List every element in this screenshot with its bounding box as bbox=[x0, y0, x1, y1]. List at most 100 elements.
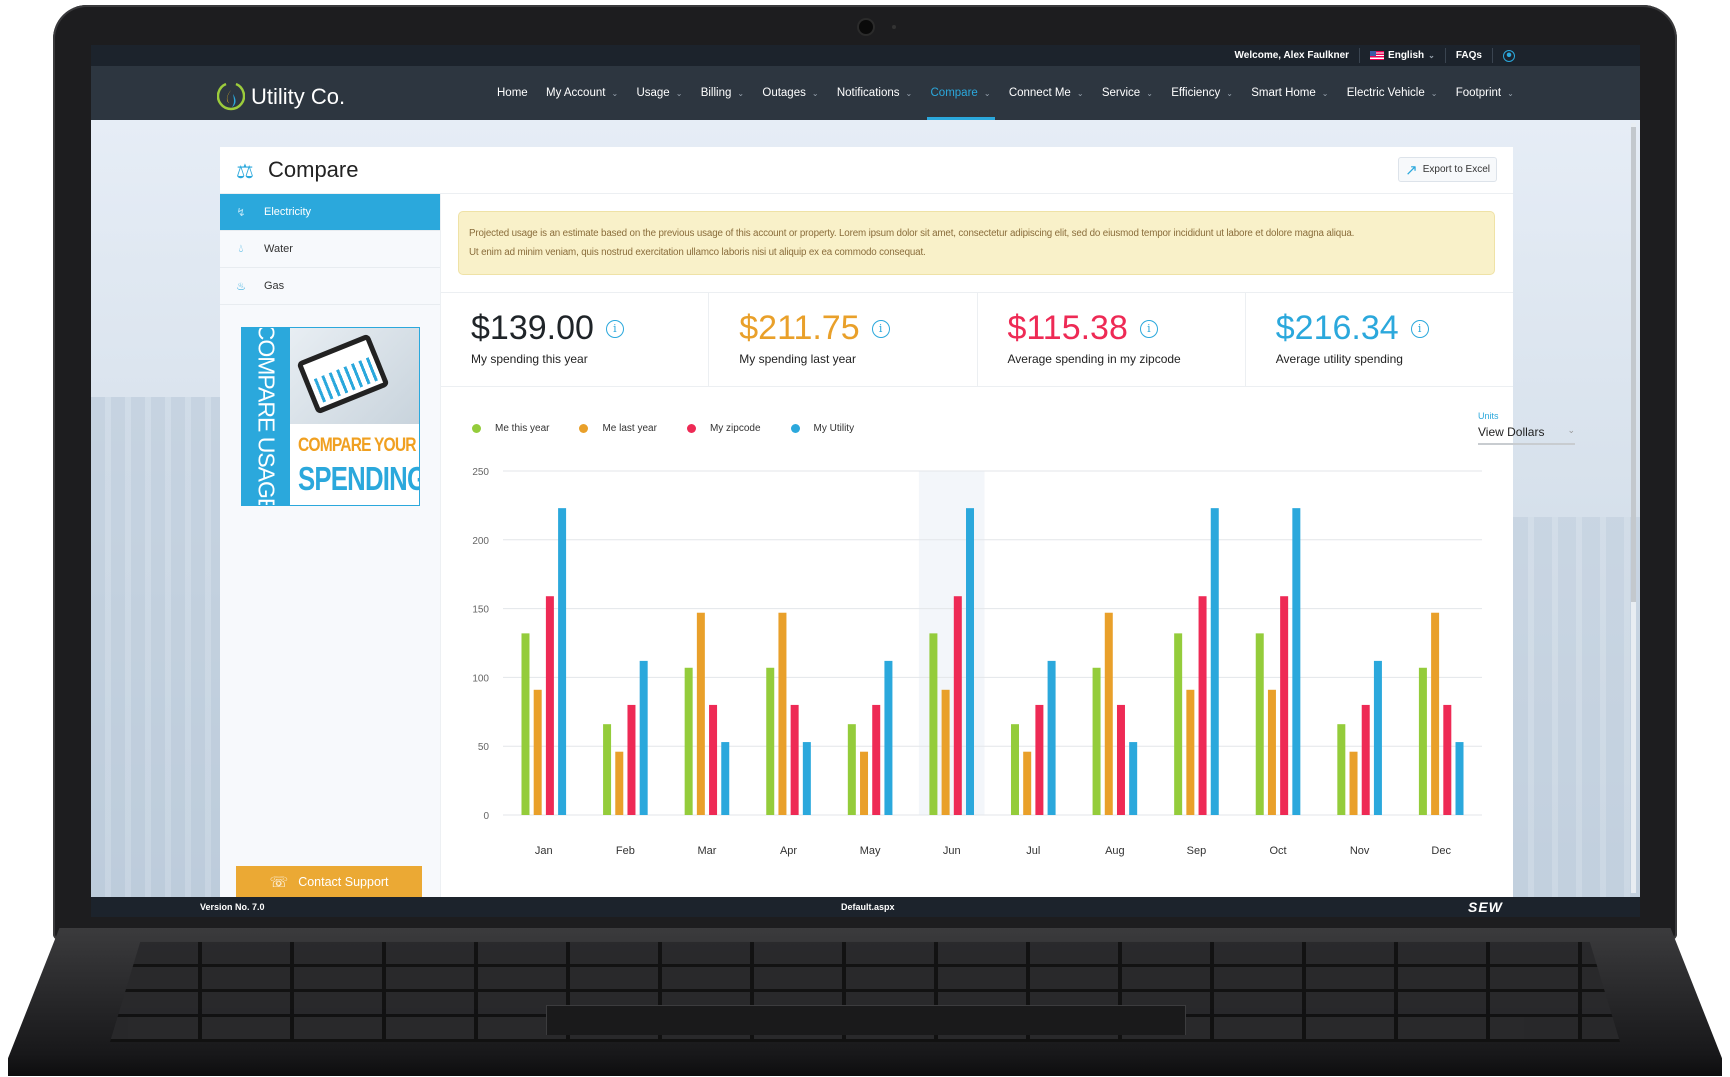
kpi-label: My spending this year bbox=[471, 352, 588, 366]
legend-item[interactable]: My Utility bbox=[790, 423, 854, 434]
export-to-excel-button[interactable]: ↗ Export to Excel bbox=[1398, 157, 1497, 182]
nav-item-billing[interactable]: Billing ⌄ bbox=[701, 66, 744, 120]
units-selector: Units View Dollars ⌄ bbox=[1478, 411, 1575, 445]
bar-my-utility-jan bbox=[558, 508, 567, 815]
legend-label: Me this year bbox=[495, 423, 550, 434]
bar-my-utility-oct bbox=[1292, 508, 1301, 815]
chevron-down-icon: ⌄ bbox=[1146, 88, 1153, 98]
lightning-icon: ↯ bbox=[236, 206, 246, 219]
chevron-down-icon: ⌄ bbox=[1076, 88, 1084, 98]
nav-item-smart-home[interactable]: Smart Home ⌄ bbox=[1251, 66, 1328, 120]
kpi-value: $216.34 bbox=[1275, 309, 1399, 347]
chevron-down-icon: ⌄ bbox=[1507, 88, 1514, 98]
bar-my-utility-nov bbox=[1373, 660, 1382, 815]
trackpad bbox=[546, 1005, 1186, 1035]
bar-me-last-year-oct bbox=[1267, 689, 1276, 815]
bar-my-utility-aug bbox=[1129, 742, 1138, 815]
nav-item-connect-me[interactable]: Connect Me ⌄ bbox=[1009, 66, 1084, 120]
faqs-link[interactable]: FAQs bbox=[1455, 50, 1482, 61]
bar-my-zipcode-mar bbox=[709, 704, 718, 815]
bar-my-zipcode-jul bbox=[1035, 704, 1044, 815]
kpi-value: $115.38 bbox=[1007, 309, 1128, 347]
info-icon[interactable]: i bbox=[1139, 319, 1158, 338]
chevron-down-icon: ⌄ bbox=[1567, 425, 1575, 435]
keyboard bbox=[110, 942, 1620, 1042]
x-tick-label: Feb bbox=[616, 845, 635, 857]
alert-line-2: Ut enim ad minim veniam, quis nostrud ex… bbox=[469, 247, 926, 258]
language-selector[interactable]: English ⌄ bbox=[1370, 50, 1435, 61]
brand-logo[interactable]: Utility Co. bbox=[217, 80, 345, 114]
user-profile-icon[interactable] bbox=[1503, 49, 1515, 62]
bar-me-last-year-may bbox=[860, 751, 869, 815]
bar-my-utility-jul bbox=[1047, 660, 1056, 815]
bar-me-last-year-dec bbox=[1431, 612, 1440, 815]
flame-icon: ♨ bbox=[236, 280, 246, 293]
sew-logo: SEW bbox=[1468, 899, 1503, 915]
units-dropdown[interactable]: View Dollars ⌄ bbox=[1478, 425, 1575, 445]
scrollbar-thumb[interactable] bbox=[1631, 127, 1636, 602]
nav-item-compare[interactable]: Compare ⌄ bbox=[926, 66, 995, 120]
nav-item-footprint[interactable]: Footprint ⌄ bbox=[1456, 66, 1514, 120]
kpi-label: Average spending in my zipcode bbox=[1007, 352, 1181, 366]
info-icon[interactable]: i bbox=[605, 319, 624, 338]
y-tick-label: 250 bbox=[472, 467, 489, 478]
nav-item-service[interactable]: Service ⌄ bbox=[1102, 66, 1153, 120]
scrollbar[interactable] bbox=[1631, 123, 1636, 893]
chevron-down-icon: ⌄ bbox=[1226, 88, 1233, 98]
bar-me-this-year-jul bbox=[1010, 724, 1019, 815]
nav-item-label: Outages bbox=[762, 87, 806, 99]
sidebar-item-electricity[interactable]: ↯ Electricity bbox=[220, 194, 440, 231]
x-tick-label: Jan bbox=[535, 845, 553, 857]
legend-item[interactable]: Me this year bbox=[472, 423, 549, 434]
bar-me-last-year-nov bbox=[1349, 751, 1358, 815]
contact-support-button[interactable]: ☏ Contact Support bbox=[236, 866, 422, 897]
bar-my-utility-apr bbox=[802, 742, 811, 815]
legend-label: Me last year bbox=[602, 423, 657, 434]
chevron-down-icon: ⌄ bbox=[811, 88, 819, 98]
alert-line-1: Projected usage is an estimate based on … bbox=[469, 228, 1355, 239]
kpi-label: Average utility spending bbox=[1275, 352, 1403, 366]
chevron-down-icon: ⌄ bbox=[1430, 88, 1438, 98]
bar-my-utility-sep bbox=[1210, 508, 1219, 815]
sidebar-item-gas[interactable]: ♨ Gas bbox=[220, 268, 440, 305]
webcam bbox=[859, 20, 873, 34]
bar-me-this-year-aug bbox=[1092, 667, 1101, 815]
bar-my-zipcode-apr bbox=[790, 704, 799, 815]
nav-item-electric-vehicle[interactable]: Electric Vehicle ⌄ bbox=[1347, 66, 1438, 120]
compare-usage-banner[interactable]: COMPARE USAGE COMPARE YOUR SPENDING bbox=[241, 327, 420, 506]
bar-me-this-year-jun bbox=[929, 633, 938, 815]
bar-my-utility-dec bbox=[1455, 742, 1464, 815]
units-value: View Dollars bbox=[1478, 425, 1545, 439]
headset-icon: ☏ bbox=[269, 873, 289, 891]
bar-my-zipcode-oct bbox=[1280, 596, 1289, 815]
x-tick-label: Sep bbox=[1187, 845, 1207, 857]
kpi-card: $216.34 i Average utility spending bbox=[1246, 293, 1513, 386]
legend-dot bbox=[790, 424, 800, 433]
bar-my-zipcode-nov bbox=[1361, 704, 1370, 815]
spending-bar-chart: 0 50 100 150 200 250 Jan Feb Mar Apr May Jun Jul Aug S… bbox=[472, 467, 1482, 857]
divider bbox=[1492, 48, 1493, 63]
banner-tablet-image bbox=[290, 328, 419, 424]
nav-item-my-account[interactable]: My Account ⌄ bbox=[546, 66, 618, 120]
legend-dot bbox=[579, 424, 589, 433]
nav-item-notifications[interactable]: Notifications ⌄ bbox=[837, 66, 912, 120]
nav-item-home[interactable]: Home bbox=[497, 66, 528, 120]
nav-item-label: My Account bbox=[545, 87, 606, 99]
info-icon[interactable]: i bbox=[871, 319, 890, 338]
sidebar-item-label: Water bbox=[264, 243, 293, 255]
kpi-card: $139.00 i My spending this year bbox=[441, 293, 710, 386]
nav-item-label: Notifications bbox=[836, 87, 900, 99]
bar-me-this-year-mar bbox=[684, 667, 693, 815]
legend-item[interactable]: My zipcode bbox=[686, 423, 761, 434]
nav-item-outages[interactable]: Outages ⌄ bbox=[762, 66, 818, 120]
bar-me-this-year-oct bbox=[1255, 633, 1264, 815]
nav-item-usage[interactable]: Usage ⌄ bbox=[636, 66, 682, 120]
legend-item[interactable]: Me last year bbox=[579, 423, 657, 434]
utility-sidebar: ↯ Electricity 💧︎ Water ♨ Gas COMPARE USAGE … bbox=[220, 194, 441, 897]
nav-item-efficiency[interactable]: Efficiency ⌄ bbox=[1171, 66, 1233, 120]
chevron-down-icon: ⌄ bbox=[737, 88, 745, 98]
bar-me-last-year-feb bbox=[615, 751, 624, 815]
nav-item-label: Connect Me bbox=[1008, 87, 1071, 99]
info-icon[interactable]: i bbox=[1410, 319, 1429, 338]
sidebar-item-water[interactable]: 💧︎ Water bbox=[220, 231, 440, 268]
